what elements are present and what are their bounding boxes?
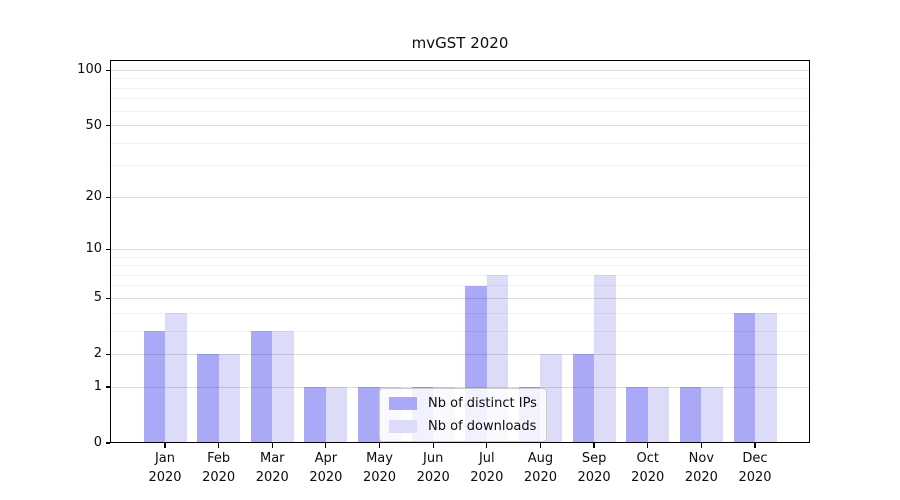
x-tick (218, 443, 220, 448)
legend-label-downloads: Nb of downloads (428, 419, 537, 434)
bar-downloads (755, 313, 777, 443)
x-tick-label: Mar 2020 (255, 451, 289, 485)
gridline-major (110, 196, 810, 198)
gridline-minor (110, 98, 810, 100)
gridline-minor (110, 312, 810, 314)
bar-downloads (272, 331, 294, 443)
x-tick-label: Nov 2020 (684, 451, 718, 485)
gridline-minor (110, 256, 810, 258)
x-tick (271, 443, 273, 448)
bar-downloads (325, 387, 348, 443)
bar-downloads (701, 387, 723, 443)
x-tick (647, 443, 649, 448)
gridline-major (110, 297, 810, 299)
x-tick-label: Feb 2020 (202, 451, 236, 485)
gridline-minor (110, 87, 810, 89)
x-tick (432, 443, 434, 448)
bar-distinct-ips (572, 354, 595, 443)
x-tick-label: Dec 2020 (738, 451, 772, 485)
x-tick (486, 443, 488, 448)
y-tick-label: 5 (93, 290, 102, 306)
bar-distinct-ips (250, 331, 273, 443)
x-tick-label: Oct 2020 (631, 451, 665, 485)
x-tick-label: Apr 2020 (309, 451, 343, 485)
legend-label-distinct-ips: Nb of distinct IPs (428, 396, 537, 411)
gridline-major (110, 125, 810, 127)
y-tick (105, 196, 110, 198)
chart-title: mvGST 2020 (411, 34, 509, 52)
bar-downloads (165, 313, 187, 443)
bar-distinct-ips (304, 387, 326, 443)
x-tick (378, 443, 381, 448)
gridline-minor (110, 285, 810, 287)
x-tick (325, 443, 327, 448)
bar-distinct-ips (679, 387, 702, 443)
gridline-major (110, 248, 810, 250)
gridline-minor (110, 274, 810, 276)
x-tick-label: Jan 2020 (148, 451, 182, 485)
y-tick-label: 50 (85, 117, 102, 133)
y-tick-label: 100 (77, 62, 102, 78)
y-tick-label: 20 (85, 189, 102, 205)
legend-swatch-downloads (389, 420, 417, 433)
gridline-minor (110, 165, 810, 167)
x-tick-label: May 2020 (362, 451, 397, 485)
bar-distinct-ips (143, 331, 165, 443)
x-tick (164, 443, 166, 448)
gridline-major (110, 386, 810, 388)
y-tick (105, 386, 110, 388)
bar-distinct-ips (626, 387, 648, 443)
y-tick-label: 2 (93, 346, 102, 362)
y-tick (105, 353, 110, 355)
bar-distinct-ips (197, 354, 219, 443)
y-tick-label: 0 (93, 435, 102, 450)
x-tick-label: Jul 2020 (470, 451, 504, 485)
x-tick (539, 443, 542, 448)
y-tick (105, 69, 110, 72)
x-tick-label: Sep 2020 (577, 451, 611, 485)
plot-area: Nb of distinct IPs Nb of downloads (110, 60, 810, 443)
x-tick-label: Jun 2020 (416, 451, 450, 485)
x-tick (593, 443, 595, 448)
y-tick (105, 248, 110, 251)
y-tick (105, 297, 110, 299)
gridline-minor (110, 78, 810, 80)
gridline-minor (110, 330, 810, 332)
gridline-major (110, 353, 810, 355)
bar-downloads (218, 354, 241, 443)
bar-distinct-ips (733, 313, 755, 443)
x-tick (700, 443, 702, 448)
y-tick (105, 125, 110, 127)
legend-entry-distinct-ips: Nb of distinct IPs (389, 394, 537, 413)
legend: Nb of distinct IPs Nb of downloads (379, 388, 547, 442)
y-tick (105, 442, 110, 444)
legend-swatch-distinct-ips (389, 397, 417, 410)
gridline-minor (110, 142, 810, 144)
x-tick-label: Aug 2020 (523, 451, 557, 485)
y-tick-label: 1 (93, 379, 102, 395)
y-tick-label: 10 (85, 241, 102, 257)
bar-distinct-ips (358, 387, 380, 443)
gridline-minor (110, 265, 810, 267)
bar-downloads (647, 387, 670, 443)
legend-entry-downloads: Nb of downloads (389, 417, 537, 436)
gridline-major (110, 69, 810, 71)
bar-downloads (594, 275, 616, 443)
x-tick (754, 443, 756, 448)
gridline-minor (110, 110, 810, 112)
gridlines-layer (110, 60, 810, 443)
